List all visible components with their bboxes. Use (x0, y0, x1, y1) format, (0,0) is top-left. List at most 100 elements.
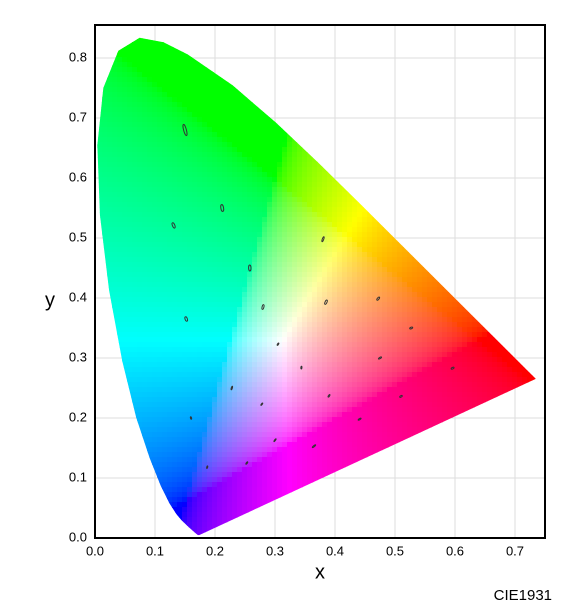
color-cell (197, 232, 203, 238)
color-cell (237, 137, 243, 143)
color-cell (212, 467, 218, 473)
color-cell (187, 237, 193, 243)
color-cell (247, 277, 253, 283)
color-cell (157, 347, 163, 353)
color-cell (152, 367, 158, 373)
color-cell (457, 377, 463, 383)
color-cell (157, 482, 163, 488)
color-cell (167, 337, 173, 343)
color-cell (457, 327, 463, 333)
color-cell (162, 47, 168, 53)
color-cell (187, 452, 193, 458)
color-cell (142, 392, 148, 398)
color-cell (392, 367, 398, 373)
color-cell (257, 147, 263, 153)
color-cell (367, 342, 373, 348)
color-cell (252, 347, 258, 353)
color-cell (317, 302, 323, 308)
color-cell (122, 352, 128, 358)
color-cell (267, 487, 273, 493)
color-cell (247, 442, 253, 448)
color-cell (462, 367, 468, 373)
color-cell (242, 402, 248, 408)
color-cell (247, 407, 253, 413)
color-cell (287, 407, 293, 413)
color-cell (192, 187, 198, 193)
color-cell (407, 272, 413, 278)
color-cell (442, 397, 448, 403)
color-cell (447, 307, 453, 313)
color-cell (227, 242, 233, 248)
color-cell (412, 427, 418, 433)
color-cell (197, 272, 203, 278)
color-cell (147, 302, 153, 308)
color-cell (132, 142, 138, 148)
color-cell (117, 62, 123, 68)
color-cell (447, 407, 453, 413)
color-cell (322, 267, 328, 273)
color-cell (127, 102, 133, 108)
color-cell (347, 252, 353, 258)
color-cell (242, 457, 248, 463)
color-cell (437, 417, 443, 423)
color-cell (352, 272, 358, 278)
color-cell (447, 417, 453, 423)
color-cell (352, 287, 358, 293)
color-cell (167, 192, 173, 198)
color-cell (297, 257, 303, 263)
color-cell (127, 37, 133, 43)
color-cell (277, 327, 283, 333)
color-cell (312, 417, 318, 423)
color-cell (422, 362, 428, 368)
color-cell (237, 327, 243, 333)
color-cell (207, 427, 213, 433)
color-cell (187, 327, 193, 333)
color-cell (172, 317, 178, 323)
color-cell (377, 377, 383, 383)
color-cell (397, 262, 403, 268)
color-cell (147, 262, 153, 268)
color-cell (402, 322, 408, 328)
color-cell (312, 302, 318, 308)
color-cell (452, 337, 458, 343)
color-cell (137, 42, 143, 48)
color-cell (277, 382, 283, 388)
color-cell (282, 442, 288, 448)
color-cell (247, 327, 253, 333)
color-cell (307, 457, 313, 463)
color-cell (142, 82, 148, 88)
color-cell (147, 272, 153, 278)
color-cell (227, 382, 233, 388)
color-cell (417, 387, 423, 393)
color-cell (197, 137, 203, 143)
color-cell (177, 292, 183, 298)
color-cell (362, 232, 368, 238)
color-cell (252, 257, 258, 263)
color-cell (97, 202, 103, 208)
color-cell (367, 437, 373, 443)
color-cell (122, 262, 128, 268)
color-cell (177, 472, 183, 478)
color-cell (232, 462, 238, 468)
color-cell (127, 167, 133, 173)
color-cell (282, 417, 288, 423)
color-cell (302, 192, 308, 198)
color-cell (287, 377, 293, 383)
color-cell (167, 147, 173, 153)
color-cell (197, 352, 203, 358)
color-cell (137, 402, 143, 408)
color-cell (307, 252, 313, 258)
color-cell (372, 262, 378, 268)
color-cell (352, 357, 358, 363)
color-cell (172, 307, 178, 313)
color-cell (272, 377, 278, 383)
color-cell (392, 422, 398, 428)
color-cell (157, 437, 163, 443)
color-cell (152, 217, 158, 223)
color-cell (127, 157, 133, 163)
color-cell (522, 372, 528, 378)
color-cell (232, 332, 238, 338)
color-cell (257, 412, 263, 418)
color-cell (122, 362, 128, 368)
color-cell (452, 332, 458, 338)
